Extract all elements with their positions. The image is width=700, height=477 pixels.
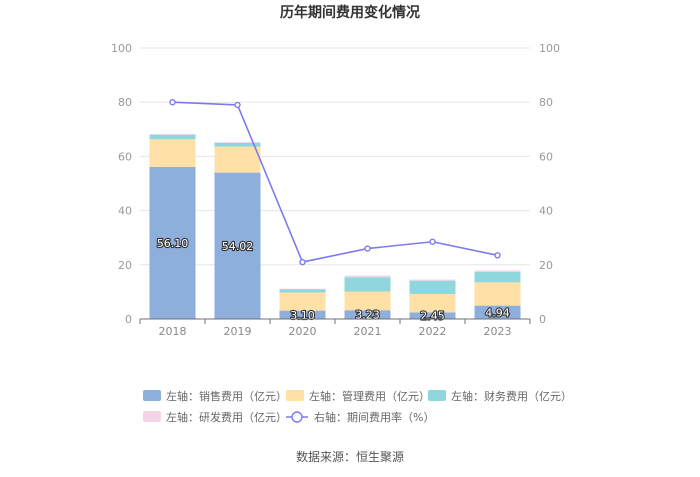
line-point (429, 238, 436, 245)
bar-segment (344, 277, 391, 292)
bar-segment (279, 288, 326, 290)
line-series-path (172, 101, 498, 264)
y-right-tick-label: 0 (539, 313, 546, 326)
y-right-tick-label: 60 (539, 150, 553, 163)
y-right-tick-label: 100 (539, 42, 560, 55)
bar-segment (474, 270, 521, 272)
bar-segment (279, 289, 326, 293)
x-tick-label: 2018 (159, 325, 187, 338)
bar-segment (409, 312, 456, 319)
legend-label: 右轴：期间费用率（%） (314, 410, 434, 424)
bar-data-label: 56.10 (157, 237, 189, 250)
x-tick-label: 2021 (354, 325, 382, 338)
bar-segment (214, 142, 261, 147)
bar-segment (279, 292, 326, 311)
legend-label: 左轴：研发费用（亿元） (166, 410, 287, 424)
bar-segment (344, 310, 391, 319)
legend-swatch (286, 390, 304, 401)
bar-data-label: 3.10 (290, 309, 315, 322)
legend-swatch (428, 390, 446, 401)
bar-segment (474, 282, 521, 306)
line-point (494, 252, 501, 259)
y-left-tick-label: 80 (118, 96, 132, 109)
x-tick-label: 2019 (224, 325, 252, 338)
y-right-tick-label: 40 (539, 205, 553, 218)
legend-label: 左轴：管理费用（亿元） (309, 389, 430, 403)
y-left-tick-label: 20 (118, 259, 132, 272)
bar-data-label: 54.02 (222, 240, 254, 253)
bar-segment (149, 166, 196, 319)
y-right-tick-label: 80 (539, 96, 553, 109)
bar-segment (214, 172, 261, 319)
y-left-tick-label: 60 (118, 150, 132, 163)
x-tick-label: 2020 (289, 325, 317, 338)
line-point (169, 98, 176, 106)
bar-segment (214, 146, 261, 173)
legend-swatch (143, 411, 161, 422)
bar-segment (409, 280, 456, 294)
bar-data-label: 3.23 (355, 309, 380, 322)
bar-data-label: 2.45 (420, 310, 445, 323)
bar-segment (344, 275, 391, 278)
bar-segment (409, 293, 456, 313)
legend: 左轴：销售费用（亿元） 左轴：管理费用（亿元） 左轴：财务费用（亿元） 左轴：研发费用… (143, 389, 572, 424)
legend-label: 左轴：财务费用（亿元） (451, 389, 572, 403)
bar-segment (149, 139, 196, 167)
bar-data-label: 4.94 (485, 306, 510, 319)
y-left-tick-label: 0 (125, 313, 132, 326)
bar-segment (474, 305, 521, 319)
bar-segment (344, 291, 391, 311)
line-point (299, 258, 306, 266)
y-right-tick-label: 20 (539, 259, 553, 272)
bar-segment (474, 271, 521, 283)
chart-title: 历年期间费用变化情况 (280, 4, 420, 21)
y-left-tick-label: 100 (111, 42, 132, 55)
bar-segment (149, 134, 196, 140)
y-left-tick-label: 40 (118, 205, 132, 218)
line-point (234, 101, 241, 109)
legend-marker (291, 411, 303, 423)
legend-swatch (143, 390, 161, 401)
axes: 0 20 40 60 80 100 0 20 40 60 80 100 2018 2019 2020 2021… (111, 42, 560, 338)
line-point (364, 245, 371, 252)
x-tick-label: 2023 (484, 325, 512, 338)
data-labels: 56.10 54.02 3.10 3.23 2.45 4.94 (156, 236, 511, 324)
bar-segment (279, 310, 326, 319)
line-series (169, 98, 501, 266)
bar-series (149, 133, 521, 319)
x-tick-label: 2022 (419, 325, 447, 338)
bar-segment (149, 133, 196, 135)
bar-segment (409, 279, 456, 281)
bar-segment (214, 141, 261, 143)
legend-label: 左轴：销售费用（亿元） (166, 389, 287, 403)
source-note: 数据来源：恒生聚源 (296, 449, 404, 464)
grid-lines (140, 47, 530, 266)
